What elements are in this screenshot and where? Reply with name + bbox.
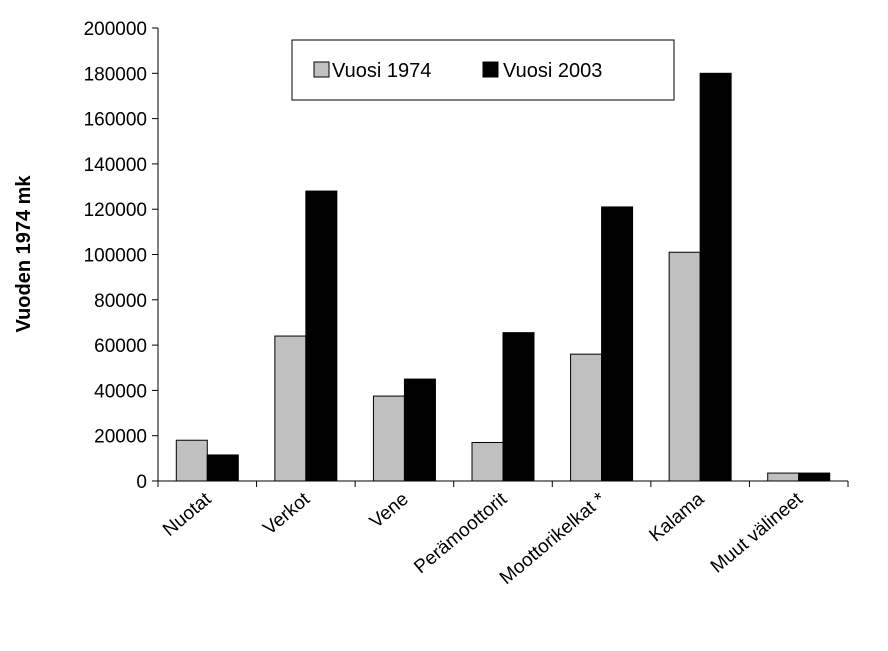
y-tick-label: 0: [136, 472, 147, 493]
y-tick-label: 120000: [84, 200, 147, 221]
bar-2003: [305, 190, 338, 482]
y-tick-label: 100000: [84, 246, 147, 267]
bar-1974: [668, 251, 701, 482]
bar-1974: [372, 395, 405, 482]
y-tick-label: 40000: [94, 381, 147, 402]
bar-1974: [274, 335, 307, 482]
bar-2003: [403, 378, 436, 482]
y-tick-label: 20000: [94, 427, 147, 448]
bar-2003: [798, 472, 831, 482]
bar-2003: [206, 454, 239, 482]
x-tick-label: Muut välineet: [707, 488, 808, 577]
x-axis: [157, 480, 849, 487]
bar-2003: [601, 206, 634, 482]
y-axis-label: Vuoden 1974 mk: [13, 175, 35, 333]
x-tick-label: Verkot: [259, 488, 314, 539]
bar-1974: [767, 472, 800, 482]
bar-2003: [699, 72, 732, 482]
legend-swatch-1974: [313, 61, 330, 78]
y-axis: 0 20000 40000 60000 80000 100000 120000 140000 1…: [84, 19, 159, 493]
bar-1974: [175, 439, 208, 482]
bar-2003: [502, 332, 535, 482]
y-tick-label: 80000: [94, 291, 147, 312]
bar-1974: [570, 353, 603, 482]
x-tick-label: Nuotat: [159, 488, 216, 541]
bar-1974: [471, 441, 504, 482]
y-tick-label: 160000: [84, 110, 147, 131]
legend-swatch-2003: [482, 61, 499, 78]
legend-label-2003: Vuosi 2003: [503, 60, 602, 82]
legend-label-1974: Vuosi 1974: [332, 60, 431, 82]
x-tick-label: Vene: [366, 489, 413, 533]
y-tick-label: 60000: [94, 336, 147, 357]
y-tick-label: 140000: [84, 155, 147, 176]
category-labels: Nuotat Verkot VenePerämoottoritMoottorikel…: [159, 488, 807, 589]
bars: [175, 72, 831, 482]
y-tick-label: 200000: [84, 19, 147, 40]
legend: Vuosi 1974 Vuosi 2003: [291, 39, 675, 101]
x-tick-label: Moottorikelkat *: [496, 488, 610, 589]
x-tick-label: Perämoottorit: [410, 488, 511, 578]
y-tick-label: 180000: [84, 64, 147, 85]
x-tick-label: Kalama: [646, 488, 709, 546]
